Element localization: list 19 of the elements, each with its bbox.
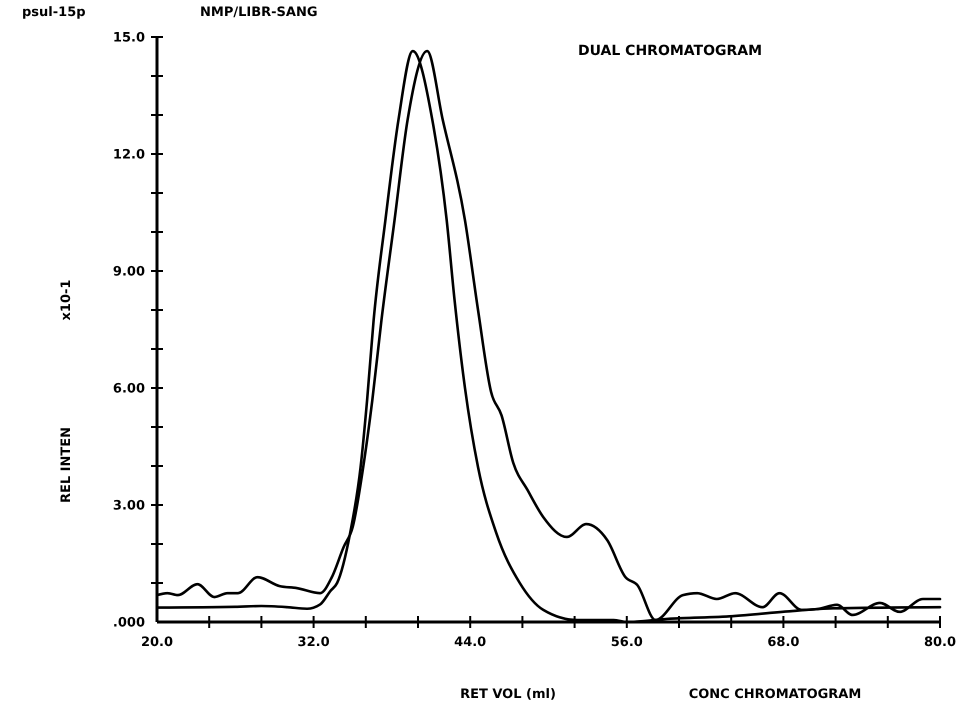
x-tick-label: 68.0 xyxy=(767,635,800,650)
chart-title: DUAL CHROMATOGRAM xyxy=(578,43,762,59)
text: x10-1 xyxy=(59,280,74,320)
x-tick-label: 20.0 xyxy=(140,635,174,650)
text: CONC CHROMATOGRAM xyxy=(688,687,862,702)
y-tick-label: .000 xyxy=(112,616,145,631)
x-axis-title: RET VOL (ml) xyxy=(460,687,556,702)
x-tick-label: 56.0 xyxy=(610,635,643,650)
y-tick-label: 15.0 xyxy=(112,30,145,46)
text: psul-15p xyxy=(22,5,86,20)
y-tick-label: 6.00 xyxy=(112,382,145,397)
y-axis-title: REL INTEN xyxy=(59,426,74,504)
chart-subtitle: NMP/LIBR-SANG xyxy=(200,5,318,20)
y-tick-label: 9.00 xyxy=(112,264,145,280)
y-tick-label: 12.0 xyxy=(112,148,145,163)
x-tick-label: 44.0 xyxy=(454,635,486,650)
y-tick-label: 3.00 xyxy=(112,498,145,514)
x-tick-label: 32.0 xyxy=(298,635,330,650)
x-tick-label: 80.0 xyxy=(924,635,956,650)
